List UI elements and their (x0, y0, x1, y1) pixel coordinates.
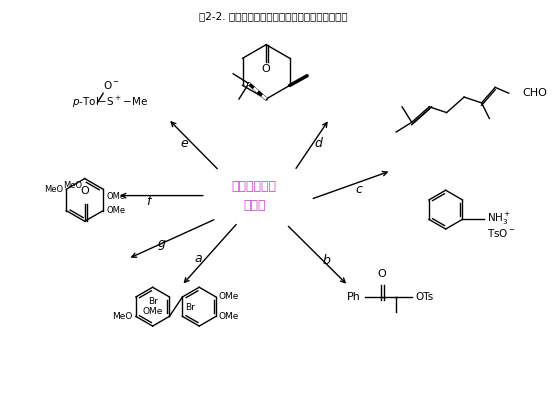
Text: f: f (146, 195, 151, 208)
Text: 図2-2. アダマンタン型リサイクル反応剤の反応例: 図2-2. アダマンタン型リサイクル反応剤の反応例 (199, 11, 347, 21)
Text: e: e (181, 137, 189, 150)
Text: Br: Br (148, 297, 157, 306)
Text: MeO: MeO (63, 181, 82, 190)
Text: MeO: MeO (44, 185, 63, 194)
Text: TsO$^-$: TsO$^-$ (487, 227, 516, 239)
Text: Ph: Ph (347, 292, 361, 302)
Text: OTs: OTs (416, 292, 434, 302)
Text: O$^-$: O$^-$ (103, 79, 120, 91)
Text: OMe: OMe (219, 292, 239, 301)
Text: O: O (262, 64, 270, 74)
Text: OMe: OMe (219, 312, 239, 321)
Text: O: O (377, 269, 386, 280)
Text: c: c (356, 182, 362, 196)
Text: MeO: MeO (112, 312, 133, 321)
Text: NH$_3^+$: NH$_3^+$ (487, 211, 511, 228)
Text: O: O (80, 186, 89, 196)
Text: b: b (323, 254, 331, 267)
Text: a: a (195, 252, 203, 265)
Text: g: g (158, 237, 166, 250)
Text: $p$-Tol$-$S$^+$$-$Me: $p$-Tol$-$S$^+$$-$Me (72, 95, 148, 111)
Text: CHO: CHO (522, 88, 547, 98)
Text: OMe: OMe (142, 307, 163, 316)
Text: アダマンタン
反応剤: アダマンタン 反応剤 (232, 180, 276, 212)
Text: Br: Br (185, 303, 195, 312)
Text: OMe: OMe (106, 206, 125, 215)
Text: OMe: OMe (106, 192, 125, 201)
Text: d: d (315, 137, 322, 150)
